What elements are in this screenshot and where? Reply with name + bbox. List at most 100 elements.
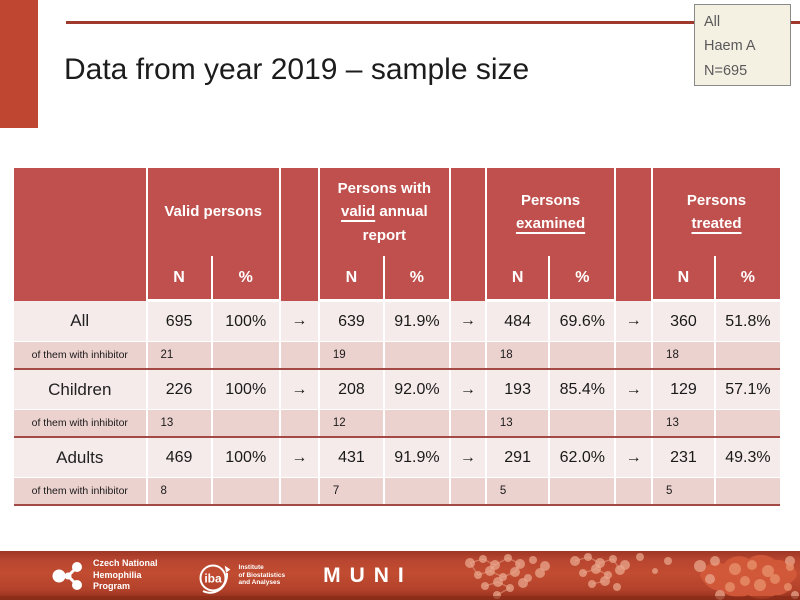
table-row-children-inhibitor: of them with inhibitor 13 12 13 13 (14, 409, 780, 438)
subheader-row: N % N % N % N % (14, 256, 780, 302)
page-title: Data from year 2019 – sample size (64, 53, 530, 86)
pct-cell: 69.6% (549, 300, 617, 342)
arrow-right-icon: → (449, 300, 487, 342)
row-label: of them with inhibitor (14, 409, 148, 438)
muni-logo: MUNI (323, 563, 413, 587)
iba-line: Institute (238, 563, 264, 571)
spacer-cell (449, 477, 487, 506)
pct-cell: 49.3% (714, 437, 780, 478)
subheader-n: N (318, 256, 385, 302)
spacer-cell (279, 477, 320, 506)
n-cell: 208 (318, 369, 385, 410)
arrow-right-icon: → (615, 300, 654, 342)
pct-cell (714, 341, 780, 370)
arrow-right-icon: → (615, 369, 654, 410)
n-cell: 7 (318, 477, 385, 506)
n-cell: 13 (652, 409, 716, 438)
cnhp-logo-text: Czech National Hemophilia Program (93, 558, 158, 593)
pct-cell (383, 409, 451, 438)
subheader-pct: % (211, 256, 281, 302)
arrow-right-icon: → (279, 437, 320, 478)
n-cell: 12 (318, 409, 385, 438)
group-header-persons-examined: Persons examined (485, 168, 617, 256)
cohort-badge: All Haem A N=695 (694, 4, 791, 86)
footer-logos: Czech National Hemophilia Program iba In… (0, 551, 800, 600)
iba-brand-text: iba (204, 571, 222, 585)
arrow-right-icon: → (449, 369, 487, 410)
spacer-cell (615, 168, 654, 301)
spacer-cell (615, 409, 654, 438)
spacer-cell (449, 168, 487, 301)
group-label-pre: Persons with (337, 180, 432, 198)
group-label-pre: Persons (686, 191, 747, 209)
cnhp-line: Program (93, 581, 131, 592)
n-cell: 291 (485, 437, 551, 478)
cnhp-line: Hemophilia (93, 569, 142, 580)
iba-line: of Biostatistics (238, 571, 286, 579)
n-cell: 21 (146, 341, 213, 370)
pct-cell (383, 341, 451, 370)
cnhp-molecule-icon (52, 561, 82, 590)
spacer-cell (449, 409, 487, 438)
group-label-pre: Persons (520, 191, 581, 209)
spacer-cell (279, 409, 320, 438)
czech-map-silhouette (700, 554, 797, 599)
subheader-pct: % (714, 256, 780, 302)
table-row-children: Children 226 100% → 208 92.0% → 193 85.4… (14, 369, 780, 410)
pct-cell: 91.9% (383, 300, 451, 342)
n-cell: 431 (318, 437, 385, 478)
arrow-right-icon: → (615, 437, 654, 478)
pct-cell: 100% (211, 369, 281, 410)
group-label-underlined: treated (691, 215, 742, 232)
n-cell: 360 (652, 300, 716, 342)
iba-circle-icon: iba (199, 564, 230, 594)
footer-decoration-dots (0, 553, 800, 600)
n-cell: 484 (485, 300, 551, 342)
title-divider-line (66, 21, 800, 24)
pct-cell (383, 477, 451, 506)
group-header-persons-treated: Persons treated (652, 168, 780, 256)
arrow-right-icon: → (449, 437, 487, 478)
spacer-cell (449, 341, 487, 370)
cnhp-logo: Czech National Hemophilia Program (52, 558, 158, 593)
subheader-n: N (146, 256, 213, 302)
badge-line-count: N=695 (704, 62, 748, 79)
pct-cell (211, 477, 281, 506)
pct-cell (714, 409, 780, 438)
pct-cell: 100% (211, 437, 281, 478)
pct-cell (549, 341, 617, 370)
row-label: of them with inhibitor (14, 477, 148, 506)
spacer-cell (615, 477, 654, 506)
group-header-valid-persons: Valid persons (146, 168, 281, 256)
n-cell: 5 (485, 477, 551, 506)
table-row-all: All 695 100% → 639 91.9% → 484 69.6% → 3… (14, 300, 780, 342)
pct-cell (211, 409, 281, 438)
n-cell: 193 (485, 369, 551, 410)
iba-logo-text: Institute of Biostatistics and Analyses (239, 564, 286, 587)
pct-cell: 62.0% (549, 437, 617, 478)
subheader-pct: % (383, 256, 451, 302)
group-header-valid-annual-report: Persons with valid annual report (318, 168, 451, 256)
n-cell: 13 (485, 409, 551, 438)
footer-band: Czech National Hemophilia Program iba In… (0, 551, 800, 600)
spacer-cell (279, 341, 320, 370)
pct-cell: 100% (211, 300, 281, 342)
corner-cell (14, 168, 148, 301)
badge-line-diagnosis: Haem A (704, 38, 756, 55)
pct-cell: 92.0% (383, 369, 451, 410)
sample-size-table: Valid persons Persons with valid annual … (14, 168, 780, 506)
pct-cell (549, 409, 617, 438)
pct-cell (549, 477, 617, 506)
table-row-all-inhibitor: of them with inhibitor 21 19 18 18 (14, 341, 780, 370)
subheader-n: N (652, 256, 716, 302)
arrow-right-icon: → (279, 369, 320, 410)
row-label: of them with inhibitor (14, 341, 148, 370)
row-label: Adults (14, 437, 148, 478)
row-label: All (14, 300, 148, 342)
n-cell: 19 (318, 341, 385, 370)
n-cell: 8 (146, 477, 213, 506)
arrow-right-icon: → (279, 300, 320, 342)
group-label-post: annual report (362, 203, 428, 244)
iba-logo: iba Institute of Biostatistics and Analy… (196, 557, 286, 595)
